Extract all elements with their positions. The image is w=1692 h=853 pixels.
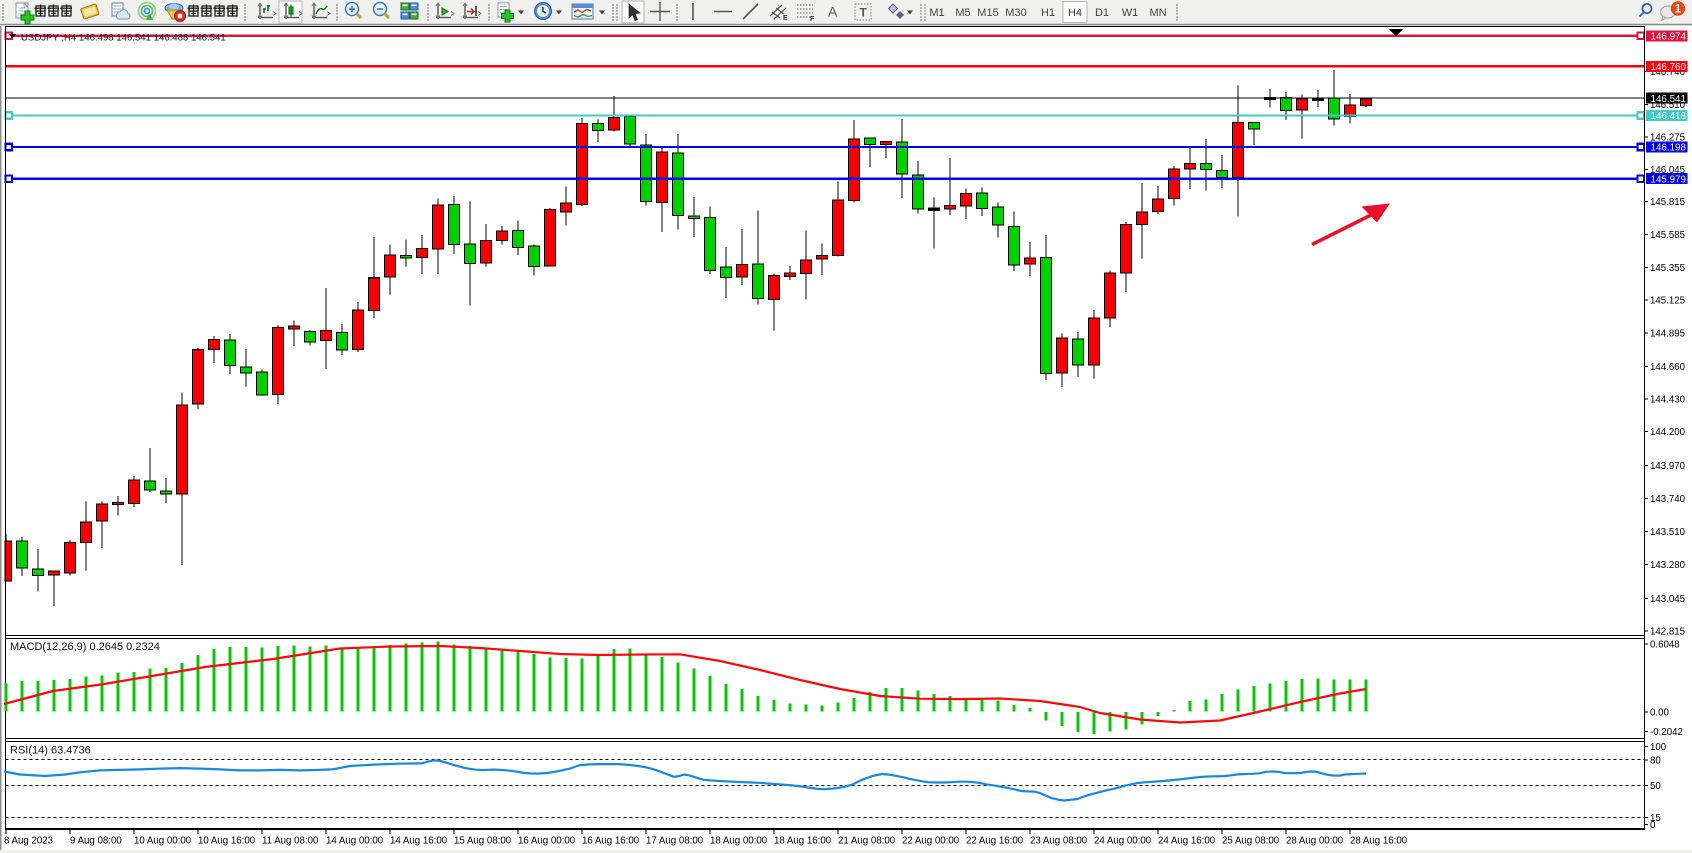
svg-text:1: 1 xyxy=(1675,4,1682,16)
svg-text:D1: D1 xyxy=(1095,7,1109,19)
svg-text:146.760: 146.760 xyxy=(1651,62,1687,73)
svg-text:18 Aug 00:00: 18 Aug 00:00 xyxy=(710,836,768,847)
svg-text:M1: M1 xyxy=(929,7,944,19)
svg-text:E: E xyxy=(783,15,788,22)
svg-text:10 Aug 16:00: 10 Aug 16:00 xyxy=(198,836,256,847)
svg-text:21 Aug 08:00: 21 Aug 08:00 xyxy=(838,836,896,847)
svg-text:146.740: 146.740 xyxy=(1650,67,1686,78)
svg-text:146.275: 146.275 xyxy=(1650,133,1685,144)
svg-text:22 Aug 00:00: 22 Aug 00:00 xyxy=(902,836,960,847)
svg-text:M15: M15 xyxy=(977,7,998,19)
svg-text:145.355: 145.355 xyxy=(1650,263,1685,274)
svg-text:145.979: 145.979 xyxy=(1651,174,1686,185)
svg-text:142.815: 142.815 xyxy=(1650,627,1685,638)
svg-text:146.541: 146.541 xyxy=(1651,94,1686,105)
svg-text:MN: MN xyxy=(1149,7,1166,19)
svg-text:0: 0 xyxy=(1650,820,1656,831)
svg-text:H4: H4 xyxy=(1068,7,1082,19)
svg-text:143.045: 143.045 xyxy=(1650,594,1685,605)
svg-text:144.430: 144.430 xyxy=(1650,395,1686,406)
svg-text:10 Aug 00:00: 10 Aug 00:00 xyxy=(134,836,192,847)
svg-text:50: 50 xyxy=(1650,781,1661,792)
svg-text:144.200: 144.200 xyxy=(1650,427,1686,438)
svg-text:143.740: 143.740 xyxy=(1650,494,1686,505)
svg-text:M5: M5 xyxy=(955,7,970,19)
svg-text:146.045: 146.045 xyxy=(1650,165,1685,176)
svg-text:0.6048: 0.6048 xyxy=(1650,640,1680,651)
svg-text:A: A xyxy=(828,4,838,20)
svg-text:145.815: 145.815 xyxy=(1650,197,1685,208)
svg-text:8 Aug 2023: 8 Aug 2023 xyxy=(4,836,53,847)
svg-text:USDJPY ,H4 146.498 146.541 14: USDJPY ,H4 146.498 146.541 146.488 146.5… xyxy=(21,33,226,44)
svg-text:146.418: 146.418 xyxy=(1651,111,1687,122)
svg-text:W1: W1 xyxy=(1122,7,1139,19)
svg-text:25 Aug 08:00: 25 Aug 08:00 xyxy=(1222,836,1280,847)
svg-text:11 Aug 08:00: 11 Aug 08:00 xyxy=(262,836,319,847)
svg-text:-0.2042: -0.2042 xyxy=(1650,727,1683,738)
svg-text:23 Aug 08:00: 23 Aug 08:00 xyxy=(1030,836,1088,847)
svg-text:17 Aug 08:00: 17 Aug 08:00 xyxy=(646,836,704,847)
svg-text:144.660: 144.660 xyxy=(1650,362,1686,373)
svg-text:RSI(14) 63.4736: RSI(14) 63.4736 xyxy=(10,745,91,757)
svg-text:14 Aug 00:00: 14 Aug 00:00 xyxy=(326,836,384,847)
svg-text:T: T xyxy=(860,6,868,20)
svg-text:22 Aug 16:00: 22 Aug 16:00 xyxy=(966,836,1024,847)
svg-text:M30: M30 xyxy=(1005,7,1026,19)
svg-text:146.510: 146.510 xyxy=(1650,100,1686,111)
svg-text:24 Aug 16:00: 24 Aug 16:00 xyxy=(1158,836,1216,847)
svg-text:146.198: 146.198 xyxy=(1651,143,1687,154)
svg-text:F: F xyxy=(810,16,815,23)
svg-text:0.00: 0.00 xyxy=(1650,708,1669,719)
svg-text:9 Aug 08:00: 9 Aug 08:00 xyxy=(70,836,122,847)
svg-text:16 Aug 16:00: 16 Aug 16:00 xyxy=(582,836,640,847)
svg-text:15: 15 xyxy=(1650,813,1661,824)
svg-text:24 Aug 00:00: 24 Aug 00:00 xyxy=(1094,836,1152,847)
svg-text:16 Aug 00:00: 16 Aug 00:00 xyxy=(518,836,576,847)
svg-text:145.585: 145.585 xyxy=(1650,230,1685,241)
svg-text:15 Aug 08:00: 15 Aug 08:00 xyxy=(454,836,512,847)
svg-text:H1: H1 xyxy=(1041,7,1055,19)
svg-text:18 Aug 16:00: 18 Aug 16:00 xyxy=(774,836,832,847)
svg-text:143.510: 143.510 xyxy=(1650,527,1686,538)
svg-text:80: 80 xyxy=(1650,756,1661,767)
svg-text:14 Aug 16:00: 14 Aug 16:00 xyxy=(390,836,448,847)
svg-text:28 Aug 00:00: 28 Aug 00:00 xyxy=(1286,836,1344,847)
svg-text:143.280: 143.280 xyxy=(1650,560,1686,571)
svg-text:MACD(12,26,9) 0.2645 0.2324: MACD(12,26,9) 0.2645 0.2324 xyxy=(10,641,160,653)
svg-text:145.125: 145.125 xyxy=(1650,296,1685,307)
svg-text:100: 100 xyxy=(1650,742,1667,753)
svg-text:28 Aug 16:00: 28 Aug 16:00 xyxy=(1350,836,1408,847)
svg-text:144.895: 144.895 xyxy=(1650,329,1685,340)
svg-text:143.970: 143.970 xyxy=(1650,461,1686,472)
svg-text:146.974: 146.974 xyxy=(1651,31,1687,42)
